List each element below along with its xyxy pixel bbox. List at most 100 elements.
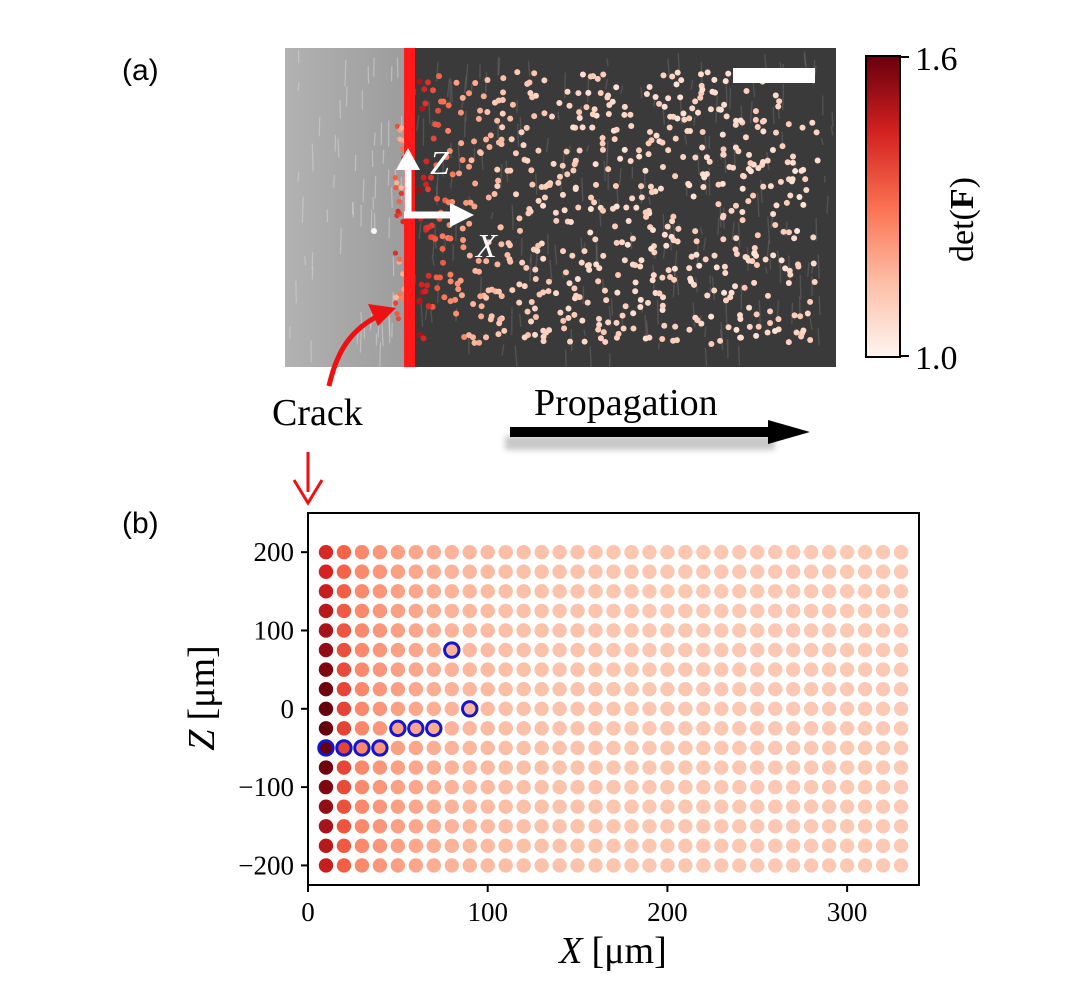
data-point: [426, 564, 441, 579]
data-point: [786, 544, 801, 560]
data-point: [839, 642, 855, 658]
data-point: [390, 760, 406, 775]
texture-streak: [645, 320, 649, 336]
data-point: [552, 760, 567, 775]
particle: [603, 297, 610, 304]
data-point: [444, 544, 459, 560]
data-point: [408, 858, 424, 873]
data-point: [660, 779, 675, 795]
particle: [613, 239, 620, 246]
texture-streak: [416, 114, 420, 131]
particle: [540, 255, 547, 262]
data-point: [642, 799, 657, 814]
data-point: [750, 721, 765, 736]
data-point: [660, 662, 675, 677]
particle: [754, 232, 761, 239]
texture-streak: [461, 101, 464, 109]
data-point: [570, 819, 585, 834]
data-point: [570, 544, 585, 560]
data-point: [857, 564, 873, 579]
particle: [420, 174, 427, 181]
particle: [429, 87, 436, 94]
data-point: [732, 779, 747, 795]
particle: [392, 174, 398, 181]
texture-streak: [684, 134, 688, 145]
particle: [397, 256, 403, 262]
data-point: [408, 603, 424, 619]
particle: [767, 319, 774, 326]
particle: [612, 183, 619, 190]
data-point: [408, 662, 424, 677]
data-point: [336, 623, 352, 638]
particle: [647, 183, 654, 190]
data-point: [516, 603, 531, 619]
particle: [507, 115, 514, 122]
data-point: [480, 642, 495, 658]
highlighted-point: [353, 739, 371, 757]
data-point: [480, 838, 495, 854]
particle: [776, 98, 783, 105]
particle: [586, 266, 593, 273]
data-point: [570, 584, 585, 599]
texture-streak: [657, 342, 660, 350]
y-axis-label: Z[μm]: [181, 645, 223, 750]
particle: [460, 237, 467, 244]
data-point: [336, 544, 352, 560]
texture-streak: [457, 143, 461, 170]
particle: [498, 136, 505, 143]
texture-streak: [580, 237, 583, 252]
data-point: [732, 642, 747, 658]
particle: [491, 190, 498, 197]
data-point: [803, 819, 819, 834]
data-point: [462, 740, 477, 756]
data-point: [624, 819, 639, 834]
data-point: [678, 682, 693, 697]
particle: [459, 225, 466, 232]
particle: [535, 242, 542, 249]
data-point: [552, 584, 567, 599]
particle: [605, 166, 612, 173]
data-point: [498, 779, 513, 795]
data-point: [318, 544, 334, 560]
particle: [485, 287, 492, 294]
data-point: [642, 819, 657, 834]
particle: [629, 235, 636, 242]
particle: [642, 209, 649, 216]
data-point: [857, 799, 873, 814]
particle: [552, 209, 559, 216]
particle: [619, 312, 626, 319]
particle: [751, 244, 758, 251]
particle: [487, 132, 494, 139]
particle: [645, 151, 652, 158]
particle: [477, 293, 484, 300]
particle: [674, 69, 681, 76]
particle: [463, 199, 470, 206]
particle: [567, 338, 574, 345]
particle: [767, 308, 774, 315]
data-point: [839, 721, 855, 736]
texture-streak: [418, 221, 422, 239]
particle: [629, 195, 636, 202]
data-point: [354, 779, 370, 795]
texture-streak: [606, 140, 609, 167]
data-point: [696, 779, 711, 795]
scale-bar: [733, 68, 815, 83]
data-point: [642, 623, 657, 638]
data-point: [857, 721, 873, 736]
data-point: [408, 838, 424, 854]
data-point: [372, 682, 388, 697]
data-point: [768, 838, 783, 854]
texture-streak: [725, 301, 728, 327]
particle: [708, 313, 715, 320]
particle: [498, 141, 505, 148]
particle: [753, 252, 760, 259]
particle: [750, 192, 757, 199]
colorbar: 1.6 1.0 det(F): [865, 41, 981, 377]
particle: [599, 134, 606, 141]
particle: [613, 203, 620, 210]
particle: [541, 110, 548, 117]
data-point: [498, 564, 513, 579]
particle: [733, 117, 740, 124]
data-point: [678, 642, 693, 658]
data-point: [786, 740, 801, 756]
